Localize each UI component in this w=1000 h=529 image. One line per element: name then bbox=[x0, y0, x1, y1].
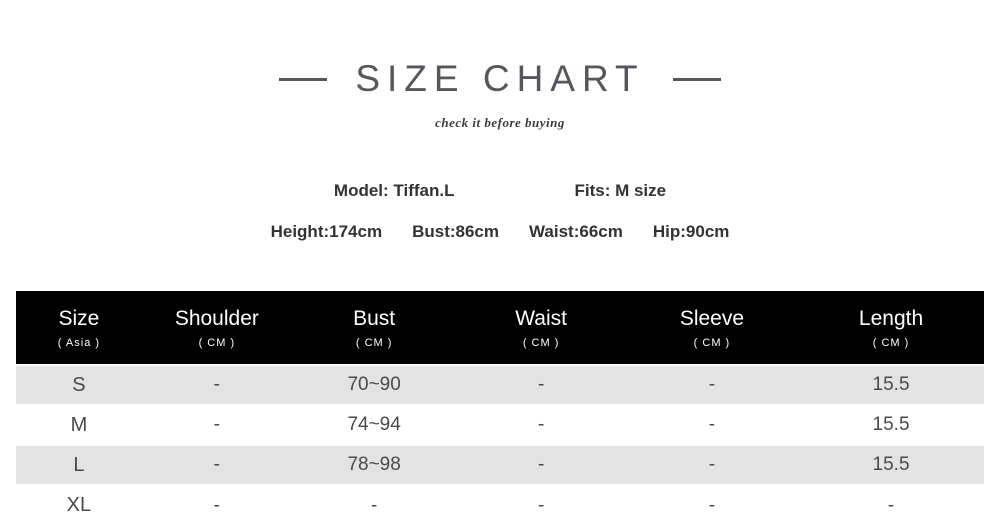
model-line: Model: Tiffan.L Fits: M size bbox=[0, 181, 1000, 201]
column-header-size: Size ( Asia ) bbox=[16, 291, 142, 365]
cell-shoulder: - bbox=[141, 444, 292, 486]
cell-length: 15.5 bbox=[798, 444, 984, 486]
cell-sleeve: - bbox=[625, 444, 799, 486]
cell-shoulder: - bbox=[213, 494, 220, 516]
cell-waist: - bbox=[537, 414, 545, 435]
title-dash-right-icon bbox=[672, 77, 721, 81]
model-height: Height:174cm bbox=[270, 222, 383, 241]
column-header-waist: Waist ( CM ) bbox=[456, 291, 626, 365]
table-row-l: L - 78~98 - - 15.5 bbox=[16, 444, 984, 486]
cell-waist: - bbox=[456, 364, 626, 406]
size-chart-header: SIZE CHART check it before buying bbox=[0, 0, 1000, 131]
subtitle: check it before buying bbox=[435, 115, 565, 130]
model-name: Model: Tiffan.L bbox=[333, 181, 455, 200]
cell-shoulder: - bbox=[213, 414, 220, 435]
model-info: Model: Tiffan.L Fits: M size Height:174c… bbox=[0, 181, 1000, 242]
cell-size: M bbox=[70, 413, 88, 436]
title-dash-left-icon bbox=[279, 77, 328, 81]
model-bust: Bust:86cm bbox=[412, 222, 499, 241]
cell-size: L bbox=[16, 444, 142, 486]
cell-length: 15.5 bbox=[872, 414, 910, 435]
model-waist: Waist:66cm bbox=[529, 222, 623, 241]
size-table-header: Size ( Asia ) Shoulder ( CM ) Bust ( CM … bbox=[16, 291, 984, 365]
cell-sleeve: - bbox=[708, 494, 716, 516]
title-row: SIZE CHART bbox=[0, 58, 1000, 100]
table-row-xl: XL - - - - - bbox=[16, 485, 984, 525]
cell-length: 15.5 bbox=[798, 364, 984, 406]
cell-bust: 74~94 bbox=[347, 414, 401, 435]
cell-waist: - bbox=[537, 494, 545, 516]
table-row-s: S - 70~90 - - 15.5 bbox=[16, 364, 984, 406]
column-header-length: Length ( CM ) bbox=[798, 291, 984, 365]
cell-shoulder: - bbox=[141, 364, 292, 406]
table-row-m: M - 74~94 - - 15.5 bbox=[16, 405, 984, 445]
page-title: SIZE CHART bbox=[355, 58, 645, 99]
cell-sleeve: - bbox=[625, 364, 799, 406]
fits-size: Fits: M size bbox=[574, 181, 667, 200]
cell-waist: - bbox=[456, 444, 626, 486]
cell-bust: 70~90 bbox=[291, 364, 457, 406]
cell-size: XL bbox=[66, 494, 92, 516]
cell-size: S bbox=[16, 364, 142, 406]
column-header-shoulder: Shoulder ( CM ) bbox=[141, 291, 292, 365]
column-header-bust: Bust ( CM ) bbox=[291, 291, 457, 365]
cell-bust: 78~98 bbox=[291, 444, 457, 486]
cell-bust: - bbox=[370, 494, 378, 516]
model-hip: Hip:90cm bbox=[652, 222, 730, 241]
cell-sleeve: - bbox=[708, 414, 716, 435]
column-header-sleeve: Sleeve ( CM ) bbox=[625, 291, 799, 365]
size-table: Size ( Asia ) Shoulder ( CM ) Bust ( CM … bbox=[16, 291, 984, 525]
model-measurements: Height:174cm Bust:86cm Waist:66cm Hip:90… bbox=[0, 222, 1000, 242]
cell-length: - bbox=[887, 494, 895, 516]
